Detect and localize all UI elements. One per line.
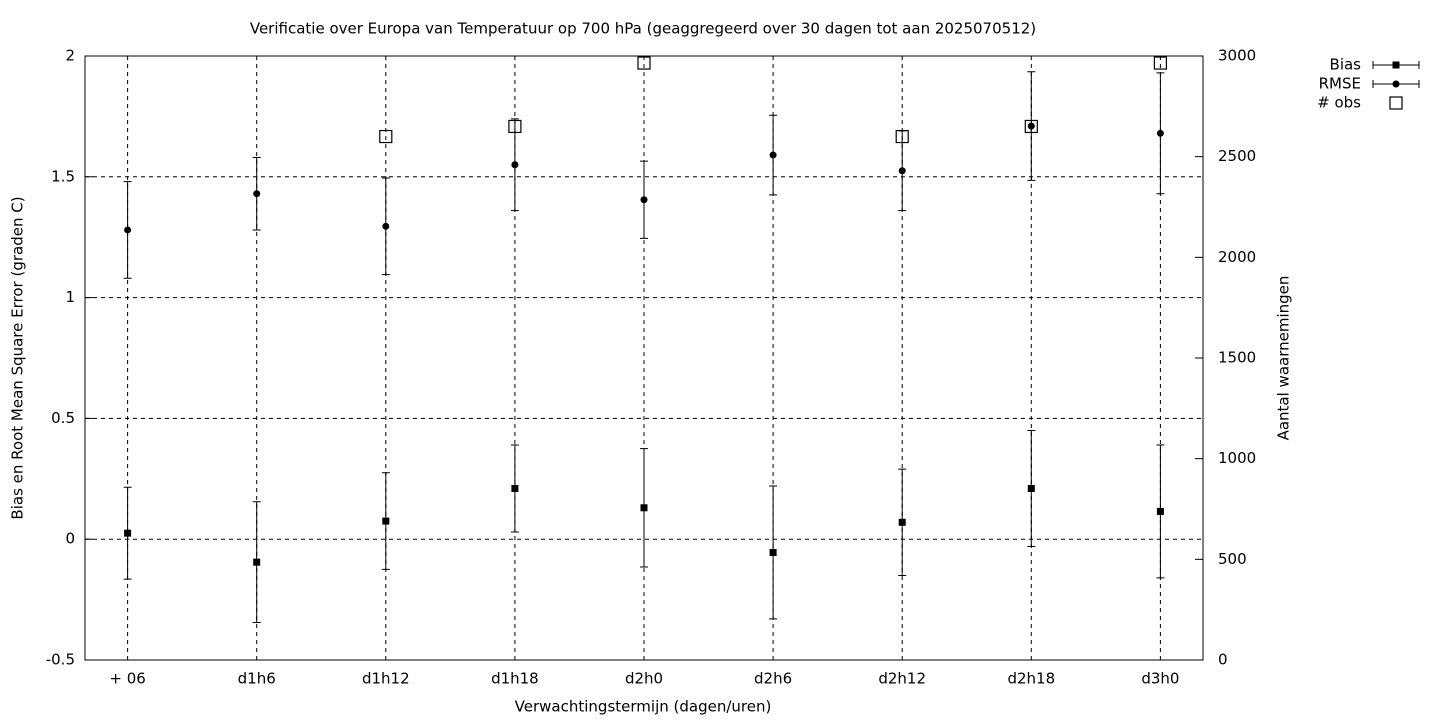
y-axis-label: Bias en Root Mean Square Error (graden C… <box>9 196 27 519</box>
marker <box>640 196 648 204</box>
y-tick-label: 1 <box>65 288 75 306</box>
marker <box>124 529 132 537</box>
x-tick-label: d3h0 <box>1141 670 1179 688</box>
marker <box>898 167 906 175</box>
marker <box>508 119 522 134</box>
y-tick-label: 0.5 <box>51 409 75 427</box>
marker <box>769 548 777 556</box>
y2-tick-label: 0 <box>1218 651 1228 669</box>
legend-label: RMSE <box>1319 75 1361 93</box>
marker <box>511 161 519 169</box>
legend-marker <box>1392 80 1400 88</box>
x-tick-label: d2h6 <box>754 670 792 688</box>
marker <box>1156 507 1164 515</box>
chart-title: Verificatie over Europa van Temperatuur … <box>250 20 1036 38</box>
y-tick-label: 2 <box>65 47 75 65</box>
marker <box>382 222 390 230</box>
marker <box>511 484 519 492</box>
marker <box>898 518 906 526</box>
marker <box>895 129 909 144</box>
x-axis-label: Verwachtingstermijn (dagen/uren) <box>515 698 772 716</box>
marker <box>253 190 261 198</box>
marker <box>1024 119 1038 134</box>
y2-tick-label: 3000 <box>1218 47 1256 65</box>
legend-label: Bias <box>1330 56 1362 74</box>
y-tick-label: 1.5 <box>51 167 75 185</box>
y2-axis-label: Aantal waarnemingen <box>1275 276 1293 441</box>
y2-tick-label: 1000 <box>1218 449 1256 467</box>
legend-marker <box>1389 96 1403 110</box>
y2-tick-label: 2500 <box>1218 147 1256 165</box>
marker <box>382 517 390 525</box>
marker <box>1156 129 1164 137</box>
x-tick-label: d1h12 <box>362 670 410 688</box>
x-tick-label: + 06 <box>109 670 145 688</box>
marker <box>769 151 777 159</box>
x-tick-label: d1h6 <box>238 670 276 688</box>
y2-tick-label: 500 <box>1218 550 1247 568</box>
x-tick-label: d2h0 <box>625 670 663 688</box>
marker <box>1153 56 1167 70</box>
y2-tick-label: 1500 <box>1218 349 1256 367</box>
marker <box>640 504 648 512</box>
x-tick-label: d1h18 <box>491 670 539 688</box>
y-tick-label: 0 <box>65 530 75 548</box>
marker <box>1027 122 1035 130</box>
y-tick-label: -0.5 <box>46 651 75 669</box>
x-tick-label: d2h12 <box>878 670 926 688</box>
legend-label: # obs <box>1317 94 1361 112</box>
marker <box>253 558 261 566</box>
y2-tick-label: 2000 <box>1218 248 1256 266</box>
marker <box>124 226 132 234</box>
marker <box>379 129 393 144</box>
x-tick-label: d2h18 <box>1007 670 1055 688</box>
marker <box>637 56 651 70</box>
legend-marker <box>1392 61 1400 69</box>
marker <box>1027 484 1035 492</box>
